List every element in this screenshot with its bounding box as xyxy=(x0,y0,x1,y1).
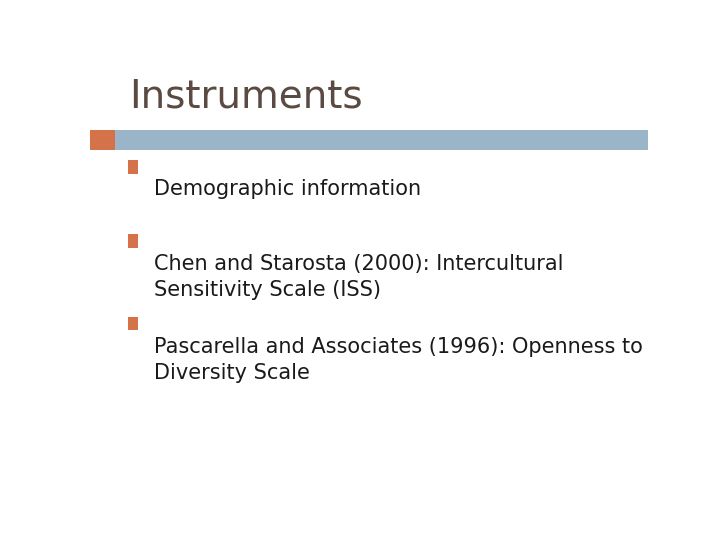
Bar xyxy=(128,317,138,330)
Text: Instruments: Instruments xyxy=(129,77,363,115)
Bar xyxy=(128,234,138,248)
Text: Pascarella and Associates (1996): Openness to
Diversity Scale: Pascarella and Associates (1996): Openne… xyxy=(154,337,643,383)
Bar xyxy=(115,130,648,150)
Bar xyxy=(90,130,115,150)
Bar xyxy=(128,160,138,174)
Text: Chen and Starosta (2000): Intercultural
Sensitivity Scale (ISS): Chen and Starosta (2000): Intercultural … xyxy=(154,254,564,300)
Text: Demographic information: Demographic information xyxy=(154,179,421,199)
